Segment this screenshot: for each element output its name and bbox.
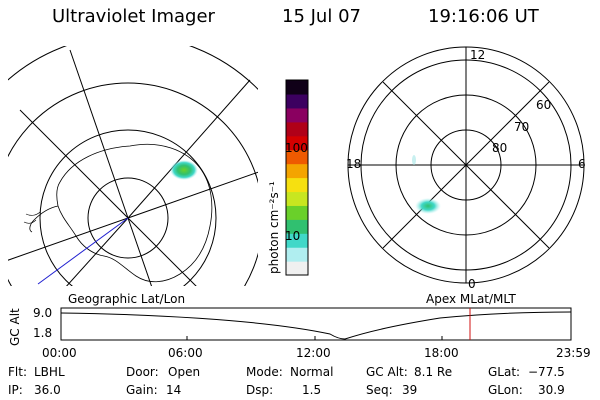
glon-label: GLon: (488, 383, 523, 397)
mode-label: Mode: (246, 365, 283, 379)
date-label: 15 Jul 07 (282, 6, 361, 27)
geo-panel-label: Geographic Lat/Lon (68, 292, 186, 306)
altitude-xtick-1200: 12:00 (296, 346, 331, 360)
altitude-curve (60, 311, 572, 340)
gc-alt-value: 8.1 Re (414, 365, 453, 379)
geo-lat-circle-inner (87, 177, 169, 259)
altitude-ylabel: GC Alt (8, 308, 22, 346)
geo-meridian-line (8, 217, 129, 261)
mlat-label-60: 60 (536, 98, 552, 112)
aurora-spot-mag (415, 198, 441, 214)
mode-value: Normal (290, 365, 334, 379)
geo-meridian-line (66, 217, 129, 286)
geo-meridian-line (69, 49, 129, 219)
terminator-line (37, 217, 129, 285)
colorbar-segment (286, 93, 308, 109)
mlt-label-left: 18 (346, 157, 362, 171)
altitude-xtick-0600: 06:00 (168, 346, 203, 360)
colorbar-segment (286, 205, 308, 220)
colorbar-segment (286, 191, 308, 206)
antarctica-outline (56, 143, 213, 283)
ip-label: IP: (8, 383, 23, 397)
mlt-label-top: 12 (470, 48, 486, 62)
aurora-faint-mag (412, 155, 416, 165)
colorbar-segment (286, 261, 308, 276)
geo-meridian-line (127, 217, 197, 286)
colorbar-segment (286, 247, 308, 262)
dsp-value: 1.5 (302, 383, 322, 397)
door-value: Open (168, 365, 201, 379)
seq-value: 39 (402, 383, 418, 397)
islands-outline (23, 211, 41, 224)
glat-value: −77.5 (528, 365, 565, 379)
glon-value: 30.9 (538, 383, 565, 397)
geo-meridian-line (127, 79, 251, 219)
app-title: Ultraviolet Imager (52, 6, 215, 27)
gain-label: Gain: (126, 383, 158, 397)
aurora-spot-geo (170, 160, 198, 180)
colorbar-tick-100: 100 (285, 141, 308, 155)
colorbar-segment (286, 80, 308, 95)
mlat-label-80: 80 (492, 141, 508, 155)
dsp-label: Dsp: (246, 383, 274, 397)
colorbar-unit-label: photon cm⁻²s⁻¹ (267, 181, 281, 274)
colorbar-segment (286, 135, 308, 151)
colorbar-frame (285, 79, 309, 276)
altitude-ytick-low: 1.8 (33, 326, 53, 340)
flt-value: LBHL (34, 365, 65, 379)
colorbar-tick-10: 10 (285, 229, 301, 243)
mlat-label-70: 70 (514, 120, 530, 134)
geo-meridian-line (127, 171, 258, 219)
time-label: 19:16:06 UT (428, 6, 539, 27)
geographic-map (8, 46, 258, 286)
colorbar-segment (286, 219, 308, 234)
mag-panel-label: Apex MLat/MLT (426, 292, 516, 306)
door-label: Door: (126, 365, 159, 379)
geo-lat-circle-edge (8, 46, 258, 90)
colorbar-segment (286, 177, 308, 193)
geo-lat-circle-mid (39, 129, 217, 286)
altitude-xtick-2359: 23:59 (556, 346, 591, 360)
altitude-xtick-0000: 00:00 (42, 346, 77, 360)
flt-label: Flt: (8, 365, 27, 379)
colorbar-segment (286, 233, 308, 248)
geo-meridian-line (127, 217, 153, 286)
seq-label: Seq: (366, 383, 393, 397)
gc-alt-label: GC Alt: (366, 365, 408, 379)
geo-meridian-line (19, 109, 129, 219)
geo-lat-circle-outer (8, 82, 258, 286)
colorbar-segment (286, 149, 308, 165)
colorbar-segment (286, 107, 308, 123)
mlt-label-right: 6 (578, 157, 586, 171)
colorbar-segment (286, 121, 308, 137)
altitude-plot-frame (60, 307, 572, 341)
mlt-label-bottom: 0 (468, 277, 476, 291)
peninsula-outline (29, 205, 59, 233)
ip-value: 36.0 (34, 383, 61, 397)
colorbar: photon cm⁻²s⁻¹ (267, 79, 309, 276)
glat-label: GLat: (488, 365, 521, 379)
magnetic-polar-plot (347, 46, 585, 284)
altitude-xtick-1800: 18:00 (424, 346, 459, 360)
mlt-line-diag (382, 81, 550, 249)
altitude-plot (60, 307, 572, 341)
altitude-ytick-high: 9.0 (33, 306, 53, 320)
gain-value: 14 (166, 383, 182, 397)
colorbar-segment (286, 163, 308, 179)
